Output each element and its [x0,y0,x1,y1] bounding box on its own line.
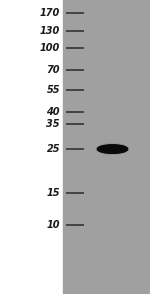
Bar [63,0,150,294]
Text: 10: 10 [46,220,60,230]
Text: 55: 55 [46,85,60,95]
Text: 70: 70 [46,65,60,75]
Text: 35: 35 [46,119,60,129]
Text: 25: 25 [46,144,60,154]
Ellipse shape [98,145,128,153]
Text: 100: 100 [40,43,60,53]
Text: 170: 170 [40,8,60,18]
Text: 15: 15 [46,188,60,198]
Ellipse shape [98,145,128,153]
Text: 130: 130 [40,26,60,36]
Text: 40: 40 [46,107,60,117]
Ellipse shape [96,144,129,154]
